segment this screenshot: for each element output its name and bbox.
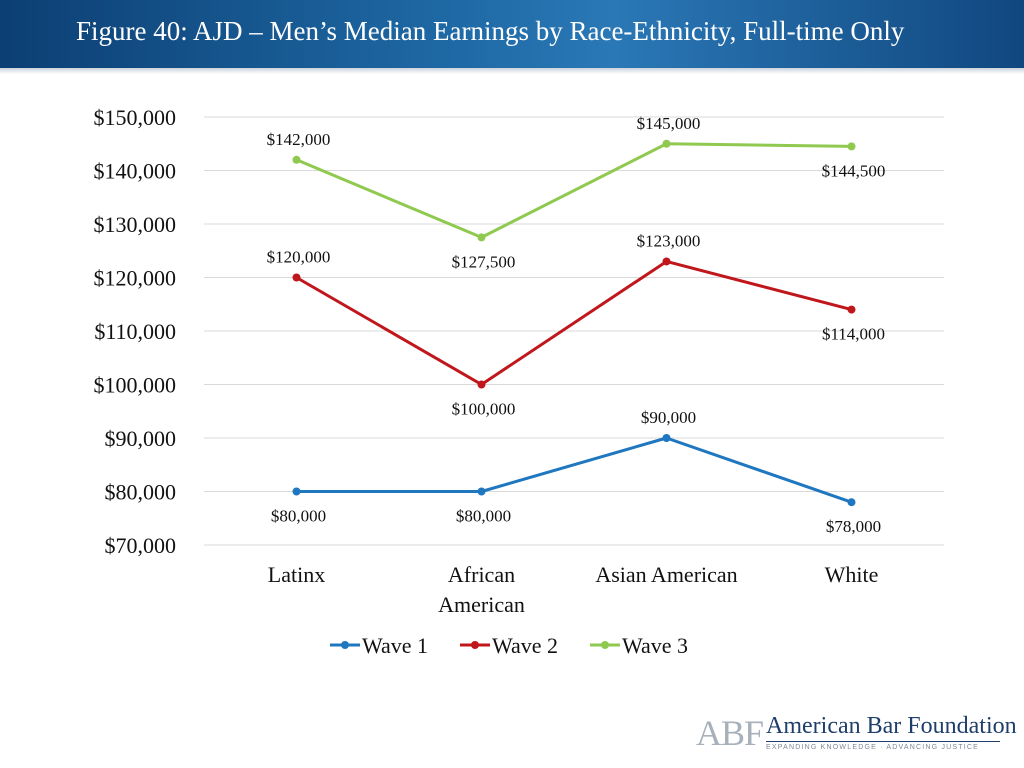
- data-point-wave-1: [477, 487, 486, 496]
- logo-name: American Bar Foundation: [766, 713, 1017, 739]
- data-label: $120,000: [267, 248, 331, 267]
- y-tick-label: $100,000: [94, 373, 177, 398]
- data-point-wave-1: [292, 487, 301, 496]
- logo-divider: [766, 741, 1000, 742]
- data-point-wave-2: [662, 257, 671, 266]
- legend-marker-wave-1: [341, 641, 349, 649]
- data-label: $123,000: [637, 231, 701, 250]
- legend-marker-wave-2: [471, 641, 479, 649]
- x-tick-label: Latinx: [268, 562, 325, 587]
- series-lines: [292, 139, 856, 507]
- data-point-wave-3: [662, 139, 671, 148]
- line-chart: $70,000 $80,000 $90,000 $100,000 $110,000 $12…: [94, 105, 944, 658]
- x-tick-label: White: [825, 562, 879, 587]
- data-point-wave-3: [292, 155, 301, 164]
- y-tick-label: $130,000: [94, 212, 177, 237]
- data-point-wave-1: [847, 498, 856, 507]
- data-label: $142,000: [267, 130, 331, 149]
- data-label: $78,000: [826, 517, 881, 536]
- legend-label-wave-2: Wave 2: [492, 633, 558, 658]
- series-line-wave-2: [295, 259, 852, 386]
- legend-label-wave-1: Wave 1: [362, 633, 428, 658]
- data-point-wave-2: [477, 380, 486, 389]
- legend-marker-wave-3: [601, 641, 609, 649]
- y-tick-label: $120,000: [94, 266, 177, 291]
- y-tick-label: $80,000: [105, 480, 177, 505]
- y-tick-label: $140,000: [94, 159, 177, 184]
- data-label: $80,000: [271, 507, 326, 526]
- x-tick-label: African: [448, 562, 515, 587]
- series-line-wave-1: [296, 436, 852, 504]
- x-tick-label: American: [438, 592, 525, 617]
- data-labels: $80,000 $80,000 $90,000 $78,000 $120,000 $100…: [267, 114, 886, 536]
- data-label: $144,500: [822, 161, 886, 180]
- title-bar-shadow: [0, 68, 1024, 74]
- y-axis-tick-labels: $70,000 $80,000 $90,000 $100,000 $110,000 $12…: [94, 105, 177, 558]
- data-point-wave-1: [662, 434, 671, 442]
- data-point-wave-3: [847, 142, 856, 151]
- page-title: Figure 40: AJD – Men’s Median Earnings b…: [76, 16, 905, 46]
- gridlines: [204, 116, 944, 546]
- data-label: $145,000: [637, 114, 701, 133]
- legend-label-wave-3: Wave 3: [622, 633, 688, 658]
- logo-tagline: EXPANDING KNOWLEDGE · ADVANCING JUSTICE: [766, 744, 980, 751]
- abf-logo: ABF American Bar Foundation EXPANDING KN…: [696, 712, 1017, 753]
- x-axis-tick-labels: Latinx African American Asian American White: [268, 562, 879, 617]
- legend: Wave 1 Wave 2 Wave 3: [330, 633, 688, 658]
- data-label: $114,000: [822, 325, 885, 344]
- y-tick-label: $150,000: [94, 105, 177, 130]
- y-tick-label: $90,000: [105, 426, 177, 451]
- y-tick-label: $110,000: [94, 319, 176, 344]
- series-line-wave-3: [295, 142, 852, 239]
- title-bar: [0, 0, 1024, 68]
- logo-initials: ABF: [696, 713, 764, 753]
- data-label: $127,500: [452, 252, 516, 271]
- data-point-wave-2: [292, 273, 301, 282]
- data-point-wave-3: [477, 233, 486, 242]
- data-label: $80,000: [456, 507, 511, 526]
- x-tick-label: Asian American: [595, 562, 737, 587]
- data-label: $90,000: [641, 408, 696, 427]
- data-label: $100,000: [452, 400, 516, 419]
- y-tick-label: $70,000: [105, 533, 177, 558]
- data-point-wave-2: [847, 305, 856, 314]
